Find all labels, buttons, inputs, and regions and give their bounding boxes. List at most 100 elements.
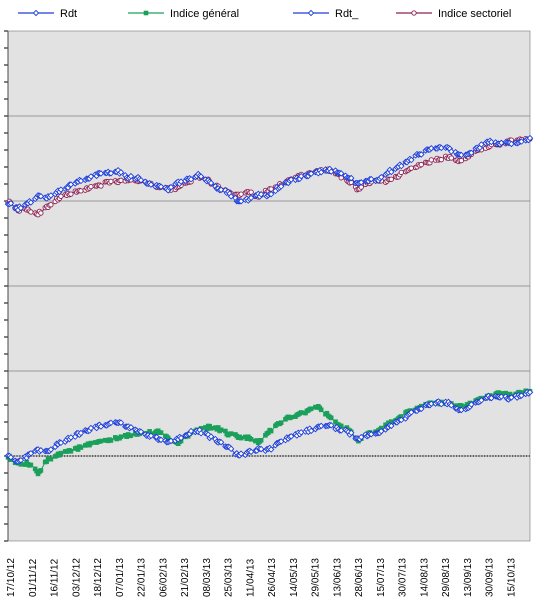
data-point [257,445,265,453]
data-point [388,168,395,176]
data-point [526,134,534,142]
data-point [217,186,225,194]
data-point [58,450,64,456]
data-point [448,155,454,161]
data-point [287,433,295,440]
x-tick-label: 03/12/12 [71,558,82,597]
data-point [408,156,415,164]
data-point [347,429,355,437]
x-tick-label: 28/06/13 [354,558,365,597]
x-tick-label: 25/03/13 [224,558,235,597]
data-point [438,157,444,163]
data-point [398,162,405,170]
x-tick-label: 17/10/12 [6,558,17,597]
x-tick-label: 08/03/13 [202,558,213,597]
data-point [28,462,34,468]
data-point [337,170,345,177]
x-tick-label: 22/01/13 [137,558,148,597]
data-point [468,149,475,157]
data-point [37,447,45,454]
data-point [448,402,455,409]
data-point [526,389,534,396]
data-point [438,144,445,152]
data-point [428,157,434,163]
data-point [48,202,54,208]
data-point [468,401,475,408]
data-point [368,175,375,183]
x-tick-label: 21/02/13 [180,558,191,597]
data-point [448,148,455,155]
data-point [167,437,175,445]
data-point [137,428,145,436]
data-point [458,158,465,164]
data-point [508,394,515,401]
data-point [88,440,94,446]
data-point [187,427,195,435]
data-point [498,393,505,400]
data-point [158,430,164,435]
data-point [87,173,95,180]
data-point [177,434,185,442]
x-tick-label: 16/11/12 [50,558,61,597]
data-point [227,193,235,200]
x-tick-label: 30/09/13 [485,558,496,597]
data-point [127,424,135,431]
data-point [98,438,104,444]
x-tick-label: 15/07/13 [376,558,387,597]
data-point [488,138,495,146]
legend-item-indice-general: Indice général [128,8,239,20]
x-tick-label: 14/08/13 [419,558,430,597]
data-point [247,194,255,202]
data-point [398,169,404,176]
data-point [248,189,254,195]
legend-item-rdt: Rdt [18,8,77,20]
data-point [258,437,264,443]
legend-marker-square [143,10,149,16]
data-point [308,406,314,412]
data-point [307,170,315,177]
x-tick-label: 29/08/13 [441,558,452,597]
data-point [207,433,215,440]
data-point [438,400,445,408]
data-point [267,446,275,453]
data-point [7,454,15,461]
data-point [147,181,155,188]
data-point [108,178,114,185]
data-point [428,145,435,152]
data-point [227,445,235,453]
data-point [408,165,414,171]
x-tick-label: 01/11/12 [28,558,39,597]
data-point [237,450,245,457]
data-point [488,394,495,402]
data-point [147,432,155,440]
data-point [418,161,424,168]
data-point [68,191,74,197]
data-point [328,415,334,421]
data-point [217,439,225,446]
data-point [408,409,415,416]
data-point [38,468,44,473]
legend-item-rdt: Rdt_ [293,8,359,20]
data-point [17,456,25,464]
x-tick-label: 14/05/13 [289,558,300,597]
data-point [278,420,284,425]
data-point [98,183,104,189]
data-point [118,177,124,183]
data-point [287,176,295,183]
x-tick-label: 06/02/13 [158,558,169,597]
x-tick-label: 29/05/13 [311,558,322,597]
series-rdt-bottom [4,388,534,465]
data-point [167,183,175,191]
x-tick-label: 15/10/13 [506,558,517,597]
data-point [38,210,44,216]
data-point [218,427,224,433]
data-point [207,179,215,187]
data-point [58,193,64,199]
data-point [238,191,244,197]
legend-label: Indice sectoriel [438,8,511,20]
data-point [47,446,55,453]
data-point [17,204,25,212]
data-point [77,429,85,437]
